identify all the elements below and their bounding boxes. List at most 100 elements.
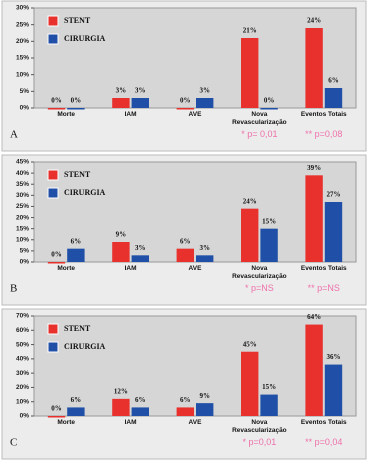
bar bbox=[241, 38, 259, 108]
value-label: 3% bbox=[135, 244, 146, 252]
y-tick-label: 45% bbox=[16, 159, 29, 166]
bar bbox=[196, 98, 214, 108]
y-tick-label: 10% bbox=[16, 71, 29, 78]
value-label: 6% bbox=[180, 396, 191, 404]
bar bbox=[176, 108, 194, 110]
legend-label: STENT bbox=[64, 170, 91, 179]
y-tick-label: 70% bbox=[16, 313, 29, 320]
bar bbox=[47, 108, 66, 110]
bar bbox=[305, 28, 323, 108]
bar bbox=[131, 255, 149, 262]
y-tick-label: 0% bbox=[20, 105, 30, 112]
y-tick-label: 5% bbox=[20, 88, 30, 95]
x-tick-label: IAM bbox=[124, 111, 137, 118]
x-tick-label: Morte bbox=[57, 265, 76, 272]
value-label: 9% bbox=[116, 231, 127, 239]
bar bbox=[196, 255, 214, 262]
legend-swatch bbox=[47, 323, 59, 335]
x-tick-label: Nova Revascularização bbox=[232, 419, 287, 434]
y-tick-label: 30% bbox=[16, 192, 29, 199]
chart-panel: 0% 5% 10% 15% 20% 25% 30% 0% 3% 0% 21% 24% 0% 3% 3% 0% 6… bbox=[0, 0, 368, 152]
value-label: 39% bbox=[307, 164, 321, 172]
value-label: 3% bbox=[116, 87, 127, 95]
bar bbox=[67, 407, 85, 416]
legend-swatch bbox=[47, 187, 59, 199]
y-tick-label: 40% bbox=[16, 356, 29, 363]
legend-label: STENT bbox=[64, 324, 91, 333]
bar bbox=[260, 228, 278, 262]
y-tick-label: 15% bbox=[16, 225, 29, 232]
value-label: 0% bbox=[51, 251, 62, 259]
x-tick-label: Nova Revascularização bbox=[232, 265, 287, 280]
annotation: * p=NS bbox=[245, 283, 274, 293]
value-label: 6% bbox=[71, 237, 82, 245]
x-tick-label: Morte bbox=[57, 111, 76, 118]
panel-letter: C bbox=[10, 437, 17, 449]
bar bbox=[260, 108, 278, 110]
y-tick-label: 25% bbox=[16, 203, 29, 210]
bar bbox=[324, 202, 343, 262]
value-label: 0% bbox=[51, 97, 62, 105]
bar bbox=[305, 324, 323, 416]
bar bbox=[324, 364, 343, 416]
plot-area bbox=[33, 315, 357, 417]
value-label: 24% bbox=[243, 197, 257, 205]
y-tick-label: 10% bbox=[16, 236, 29, 243]
value-label: 6% bbox=[71, 396, 82, 404]
y-tick-label: 0% bbox=[20, 259, 30, 266]
annotation: ** p=0,04 bbox=[305, 437, 343, 447]
bar bbox=[305, 175, 323, 262]
x-tick-label: Nova Revascularização bbox=[232, 111, 287, 126]
legend-swatch bbox=[47, 169, 59, 181]
annotation: * p= 0,01 bbox=[241, 129, 278, 139]
value-label: 15% bbox=[262, 383, 276, 391]
y-tick-label: 30% bbox=[16, 370, 29, 377]
y-tick-label: 10% bbox=[16, 398, 29, 405]
y-tick-label: 30% bbox=[16, 5, 29, 12]
value-label: 3% bbox=[199, 87, 210, 95]
annotation: ** p=NS bbox=[307, 283, 340, 293]
bar bbox=[131, 98, 149, 108]
bar bbox=[176, 407, 194, 416]
x-tick-label: Morte bbox=[57, 419, 76, 426]
value-label: 3% bbox=[199, 244, 210, 252]
panel-letter: A bbox=[10, 129, 18, 141]
bar bbox=[324, 88, 343, 108]
x-tick-label: AVE bbox=[188, 111, 202, 118]
y-tick-label: 20% bbox=[16, 38, 29, 45]
value-label: 0% bbox=[51, 405, 62, 413]
chart: 0% 5% 10% 15% 20% 25% 30% 0% 3% 0% 21% 24% 0% 3% 3% 0% 6… bbox=[1, 0, 367, 152]
chart: 0% 5% 10% 15% 20% 25% 30% 35% 40% 45% 0% 9% 6% 24% 39%… bbox=[1, 154, 367, 306]
bar bbox=[260, 394, 278, 416]
chart-panel: 0% 5% 10% 15% 20% 25% 30% 35% 40% 45% 0% 9% 6% 24% 39%… bbox=[0, 154, 368, 306]
x-tick-label: AVE bbox=[188, 419, 202, 426]
legend-swatch bbox=[47, 33, 59, 45]
legend-label: STENT bbox=[64, 16, 91, 25]
y-tick-label: 25% bbox=[16, 21, 29, 28]
legend-swatch bbox=[47, 15, 59, 27]
panel-letter: B bbox=[10, 283, 17, 295]
value-label: 15% bbox=[262, 217, 276, 225]
legend-label: CIRURGIA bbox=[64, 34, 106, 43]
y-tick-label: 40% bbox=[16, 170, 29, 177]
y-tick-label: 0% bbox=[20, 413, 30, 420]
annotation: * p=0,01 bbox=[242, 437, 277, 447]
value-label: 45% bbox=[243, 340, 257, 348]
value-label: 27% bbox=[326, 191, 340, 199]
y-tick-label: 5% bbox=[20, 248, 30, 255]
bar bbox=[47, 416, 66, 418]
bar bbox=[112, 242, 130, 262]
x-tick-label: AVE bbox=[188, 265, 202, 272]
x-tick-label: Eventos Totais bbox=[300, 419, 347, 426]
y-tick-label: 15% bbox=[16, 55, 29, 62]
chart: 0% 10% 20% 30% 40% 50% 60% 70% 0% 12% 6% 45% 64% 6% 6%… bbox=[1, 308, 367, 460]
bar bbox=[47, 262, 66, 264]
plot-area bbox=[33, 161, 357, 263]
bar bbox=[67, 108, 85, 110]
y-tick-label: 20% bbox=[16, 384, 29, 391]
chart-panel: 0% 10% 20% 30% 40% 50% 60% 70% 0% 12% 6% 45% 64% 6% 6%… bbox=[0, 308, 368, 460]
value-label: 0% bbox=[180, 97, 191, 105]
value-label: 3% bbox=[135, 87, 146, 95]
legend-label: CIRURGIA bbox=[64, 188, 106, 197]
